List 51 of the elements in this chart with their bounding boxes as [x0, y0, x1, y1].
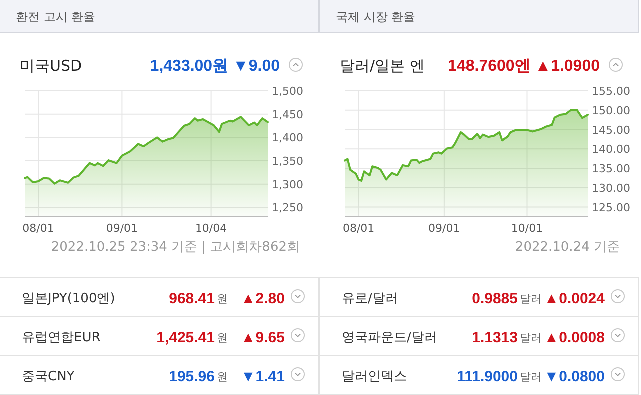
- x-tick-label: 10/01: [511, 222, 544, 235]
- text: 영국파운드/달러: [342, 330, 438, 346]
- text: 원: [217, 370, 228, 384]
- x-tick-label: 08/01: [22, 222, 54, 235]
- y-tick-label: 1,350: [272, 155, 304, 168]
- text: 111.9000: [457, 368, 518, 386]
- text: 국제 시장 환율: [336, 10, 416, 24]
- text: 중국CNY: [22, 370, 75, 384]
- text: ▲2.80: [240, 290, 285, 308]
- chart-subtitle: 148.7600엔 ▲1.0900: [448, 58, 600, 75]
- x-tick-label: 10/04: [195, 222, 228, 235]
- text: 달러: [520, 292, 542, 306]
- text: ▼1.41: [240, 368, 285, 386]
- chart-subtitle: 1,433.00원 ▼9.00: [150, 58, 280, 75]
- text: 195.96: [169, 368, 215, 386]
- y-tick-label: 130.00: [592, 182, 630, 195]
- text: 달러: [520, 332, 542, 344]
- text: 원: [217, 332, 228, 344]
- text: 원: [217, 292, 228, 306]
- y-tick-label: 1,450: [272, 108, 304, 122]
- text: 968.41: [169, 290, 215, 308]
- text: 1.1313: [472, 330, 518, 346]
- text: 2022.10.25 23:34 기준 | 고시회차862회: [51, 240, 300, 255]
- x-tick-label: 09/01: [428, 222, 460, 235]
- text: ▲0.0024: [544, 290, 606, 308]
- text: 환전 고시 환율: [16, 10, 96, 24]
- y-tick-label: 150.00: [592, 104, 630, 118]
- text: ▼0.0800: [544, 368, 605, 386]
- y-tick-label: 155.00: [592, 85, 630, 98]
- text: 일본JPY(100엔): [22, 292, 116, 306]
- text: ▲0.0008: [544, 330, 605, 346]
- y-tick-label: 1,300: [272, 178, 304, 192]
- text: 달러: [520, 370, 542, 384]
- text: 0.9885: [472, 290, 518, 308]
- y-tick-label: 125.00: [592, 201, 630, 214]
- text: 2022.10.24 기준: [515, 240, 620, 255]
- y-tick-label: 140.00: [592, 143, 630, 156]
- text: 1,425.41: [156, 330, 215, 346]
- text: 달러인덱스: [342, 370, 407, 384]
- y-tick-label: 145.00: [592, 124, 630, 137]
- chart-title: 미국USD: [20, 57, 82, 75]
- y-tick-label: 135.00: [592, 162, 630, 176]
- chart-title: 달러/일본 엔: [340, 57, 425, 75]
- y-tick-label: 1,250: [272, 202, 304, 215]
- y-tick-label: 1,400: [272, 132, 304, 145]
- text: ▲9.65: [240, 330, 285, 346]
- text: 유럽연합EUR: [22, 330, 101, 346]
- x-tick-label: 08/01: [342, 222, 375, 235]
- y-tick-label: 1,500: [272, 85, 304, 98]
- text: 유로/달러: [342, 292, 398, 306]
- x-tick-label: 09/01: [106, 222, 138, 235]
